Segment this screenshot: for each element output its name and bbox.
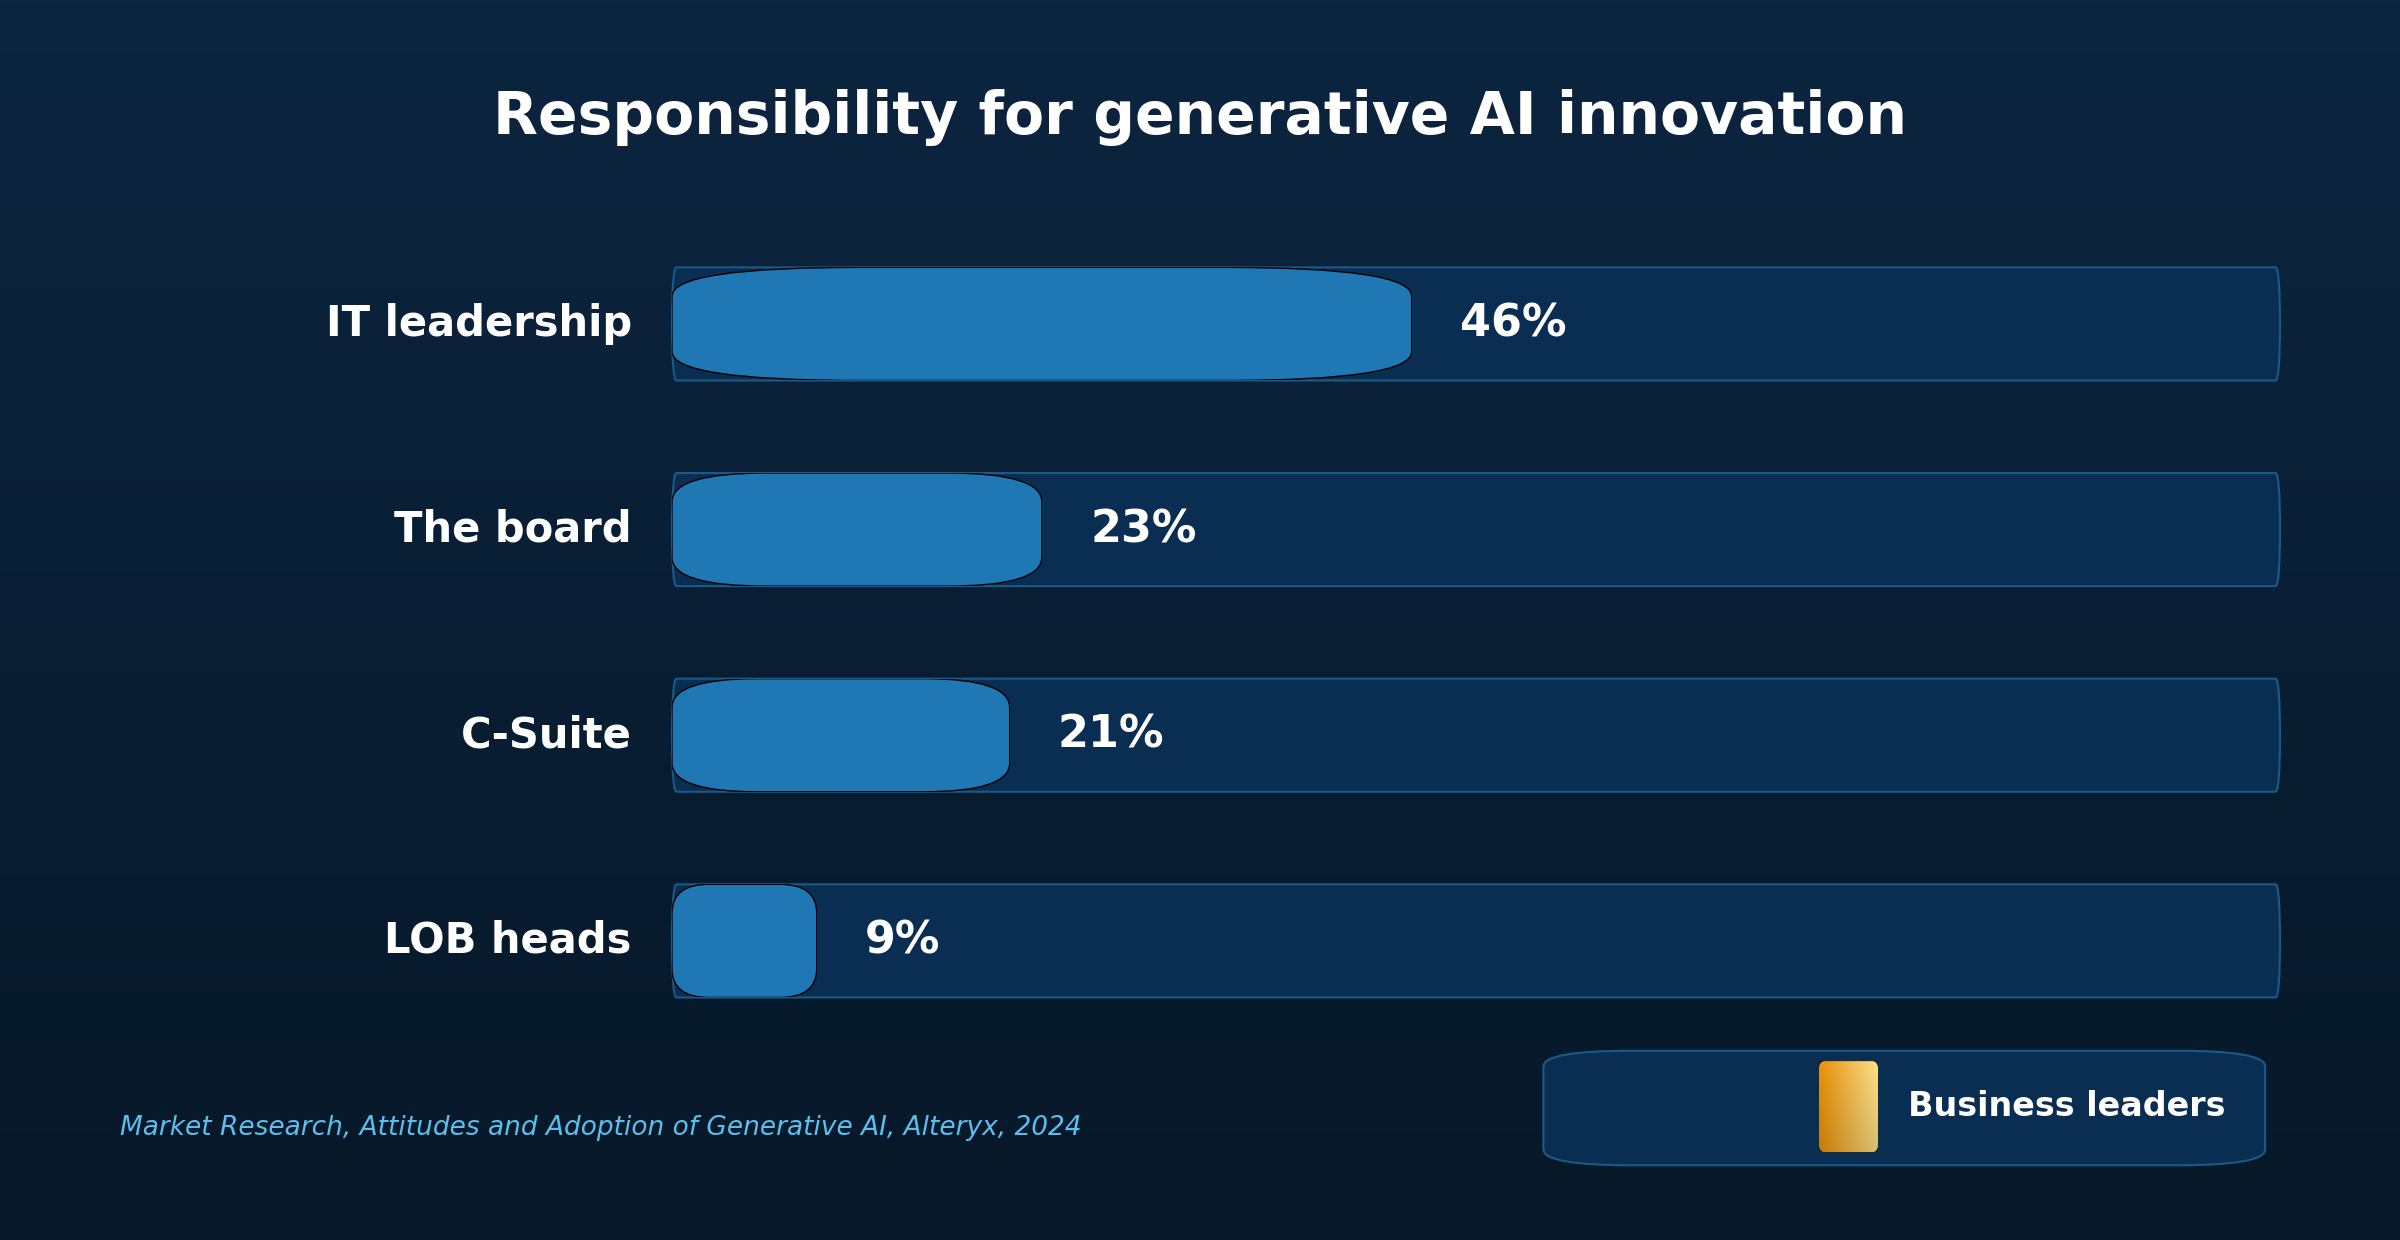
Text: LOB heads: LOB heads [384,920,631,962]
Text: 21%: 21% [1058,714,1164,756]
FancyBboxPatch shape [672,884,2280,997]
Text: The board: The board [394,508,631,551]
Text: 9%: 9% [864,919,941,962]
Text: Responsibility for generative AI innovation: Responsibility for generative AI innovat… [492,89,1908,146]
FancyBboxPatch shape [672,472,2280,587]
Text: Business leaders: Business leaders [1908,1090,2225,1123]
FancyBboxPatch shape [672,678,2280,792]
Text: Market Research, Attitudes and Adoption of Generative AI, Alteryx, 2024: Market Research, Attitudes and Adoption … [120,1116,1082,1141]
Text: 46%: 46% [1459,303,1567,346]
Text: IT leadership: IT leadership [326,303,631,345]
FancyBboxPatch shape [1543,1050,2266,1166]
Text: 23%: 23% [1090,508,1198,551]
Text: C-Suite: C-Suite [461,714,631,756]
FancyBboxPatch shape [672,268,2280,381]
